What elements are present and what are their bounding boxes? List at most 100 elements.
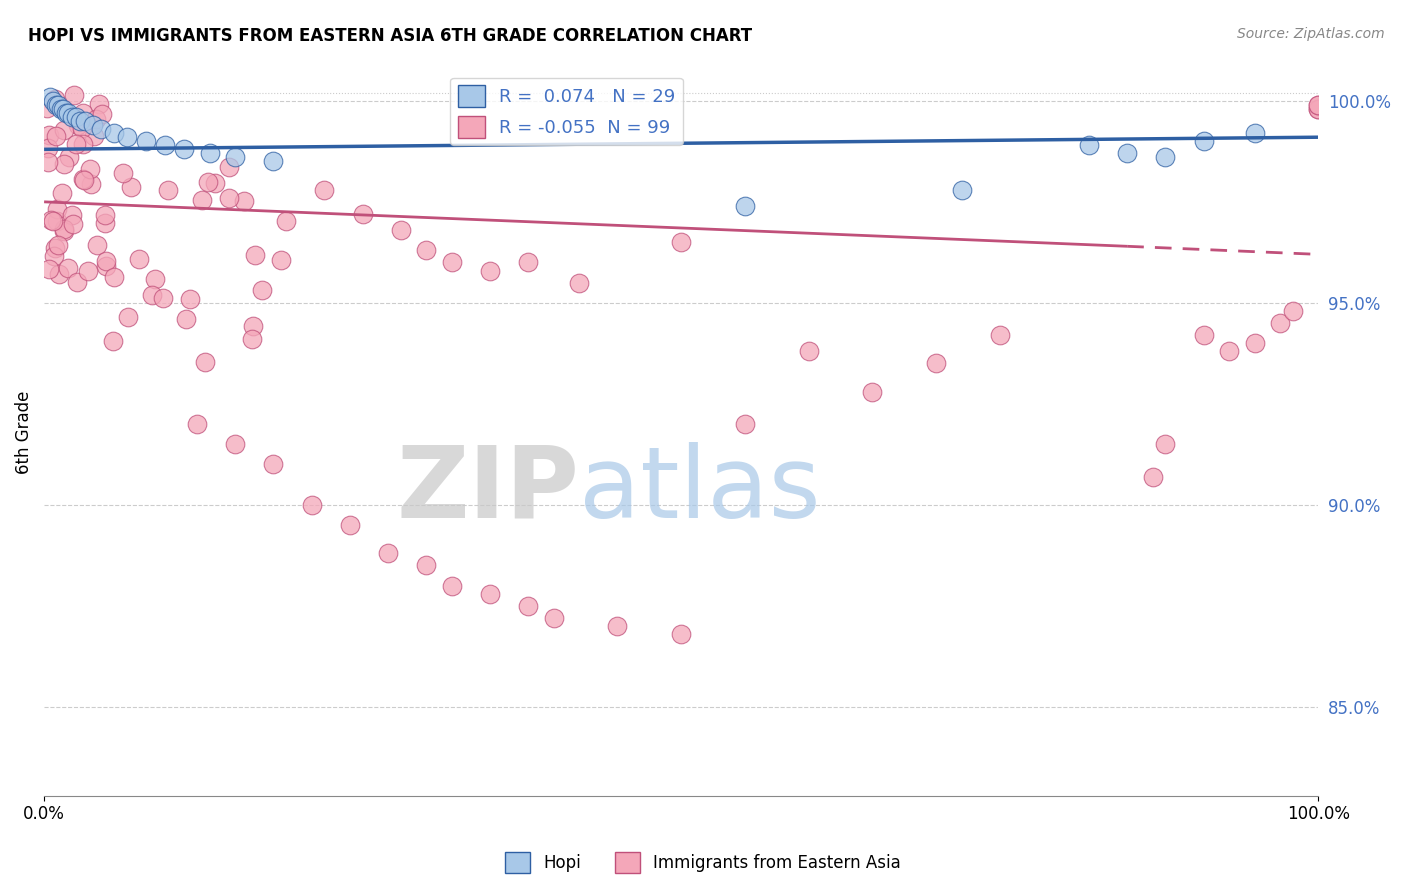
- Point: [204, 176, 226, 190]
- Point: [42, 94, 65, 108]
- Point: [1281, 304, 1303, 318]
- Point: [62, 217, 84, 231]
- Point: [145, 272, 167, 286]
- Point: [45, 214, 67, 228]
- Point: [117, 310, 139, 325]
- Point: [479, 587, 502, 601]
- Y-axis label: 6th Grade: 6th Grade: [15, 391, 32, 474]
- Point: [53, 224, 76, 238]
- Point: [1142, 469, 1164, 483]
- Point: [91, 107, 114, 121]
- Legend: R =  0.074   N = 29, R = -0.055  N = 99: R = 0.074 N = 29, R = -0.055 N = 99: [450, 78, 683, 145]
- Point: [115, 130, 138, 145]
- Point: [103, 270, 125, 285]
- Point: [39, 90, 62, 104]
- Point: [72, 137, 94, 152]
- Point: [37, 141, 59, 155]
- Point: [274, 214, 297, 228]
- Point: [479, 263, 502, 277]
- Point: [339, 518, 361, 533]
- Point: [543, 611, 565, 625]
- Point: [797, 344, 820, 359]
- Point: [243, 247, 266, 261]
- Point: [41, 212, 63, 227]
- Point: [1308, 102, 1330, 116]
- Point: [65, 137, 87, 152]
- Point: [1218, 344, 1240, 359]
- Point: [63, 88, 86, 103]
- Point: [1308, 98, 1330, 112]
- Point: [94, 259, 117, 273]
- Point: [377, 546, 399, 560]
- Point: [38, 261, 60, 276]
- Point: [152, 291, 174, 305]
- Point: [45, 202, 67, 216]
- Point: [415, 558, 437, 573]
- Point: [58, 106, 80, 120]
- Point: [389, 223, 412, 237]
- Point: [153, 138, 176, 153]
- Point: [301, 498, 323, 512]
- Point: [186, 417, 208, 431]
- Point: [314, 183, 336, 197]
- Point: [42, 214, 65, 228]
- Point: [1154, 150, 1177, 164]
- Point: [262, 458, 284, 472]
- Point: [440, 255, 463, 269]
- Point: [1154, 437, 1177, 451]
- Point: [1243, 336, 1265, 351]
- Point: [517, 255, 540, 269]
- Point: [73, 114, 96, 128]
- Point: [1192, 134, 1215, 148]
- Point: [669, 627, 692, 641]
- Point: [86, 238, 108, 252]
- Point: [173, 142, 195, 156]
- Point: [52, 123, 75, 137]
- Point: [46, 238, 69, 252]
- Point: [65, 110, 87, 124]
- Point: [120, 180, 142, 194]
- Point: [242, 318, 264, 333]
- Point: [72, 105, 94, 120]
- Point: [233, 194, 256, 208]
- Point: [93, 208, 115, 222]
- Point: [352, 207, 374, 221]
- Point: [103, 126, 125, 140]
- Point: [84, 112, 107, 126]
- Point: [252, 283, 274, 297]
- Point: [35, 101, 58, 115]
- Point: [191, 194, 214, 208]
- Point: [51, 186, 73, 200]
- Point: [38, 128, 60, 143]
- Point: [128, 252, 150, 266]
- Point: [988, 328, 1011, 343]
- Point: [156, 183, 179, 197]
- Point: [1243, 126, 1265, 140]
- Point: [734, 417, 756, 431]
- Point: [42, 249, 65, 263]
- Point: [517, 599, 540, 613]
- Point: [45, 129, 67, 144]
- Point: [440, 579, 463, 593]
- Point: [69, 114, 91, 128]
- Point: [80, 177, 103, 191]
- Point: [860, 384, 883, 399]
- Point: [58, 150, 80, 164]
- Point: [606, 619, 628, 633]
- Point: [1308, 102, 1330, 116]
- Point: [734, 199, 756, 213]
- Point: [1192, 328, 1215, 343]
- Point: [37, 154, 59, 169]
- Point: [568, 276, 591, 290]
- Point: [44, 241, 66, 255]
- Point: [669, 235, 692, 250]
- Point: [415, 244, 437, 258]
- Point: [1268, 316, 1291, 330]
- Point: [93, 217, 115, 231]
- Point: [240, 332, 263, 346]
- Point: [179, 292, 201, 306]
- Point: [89, 97, 111, 112]
- Point: [66, 275, 89, 289]
- Point: [52, 222, 75, 236]
- Point: [1077, 138, 1099, 153]
